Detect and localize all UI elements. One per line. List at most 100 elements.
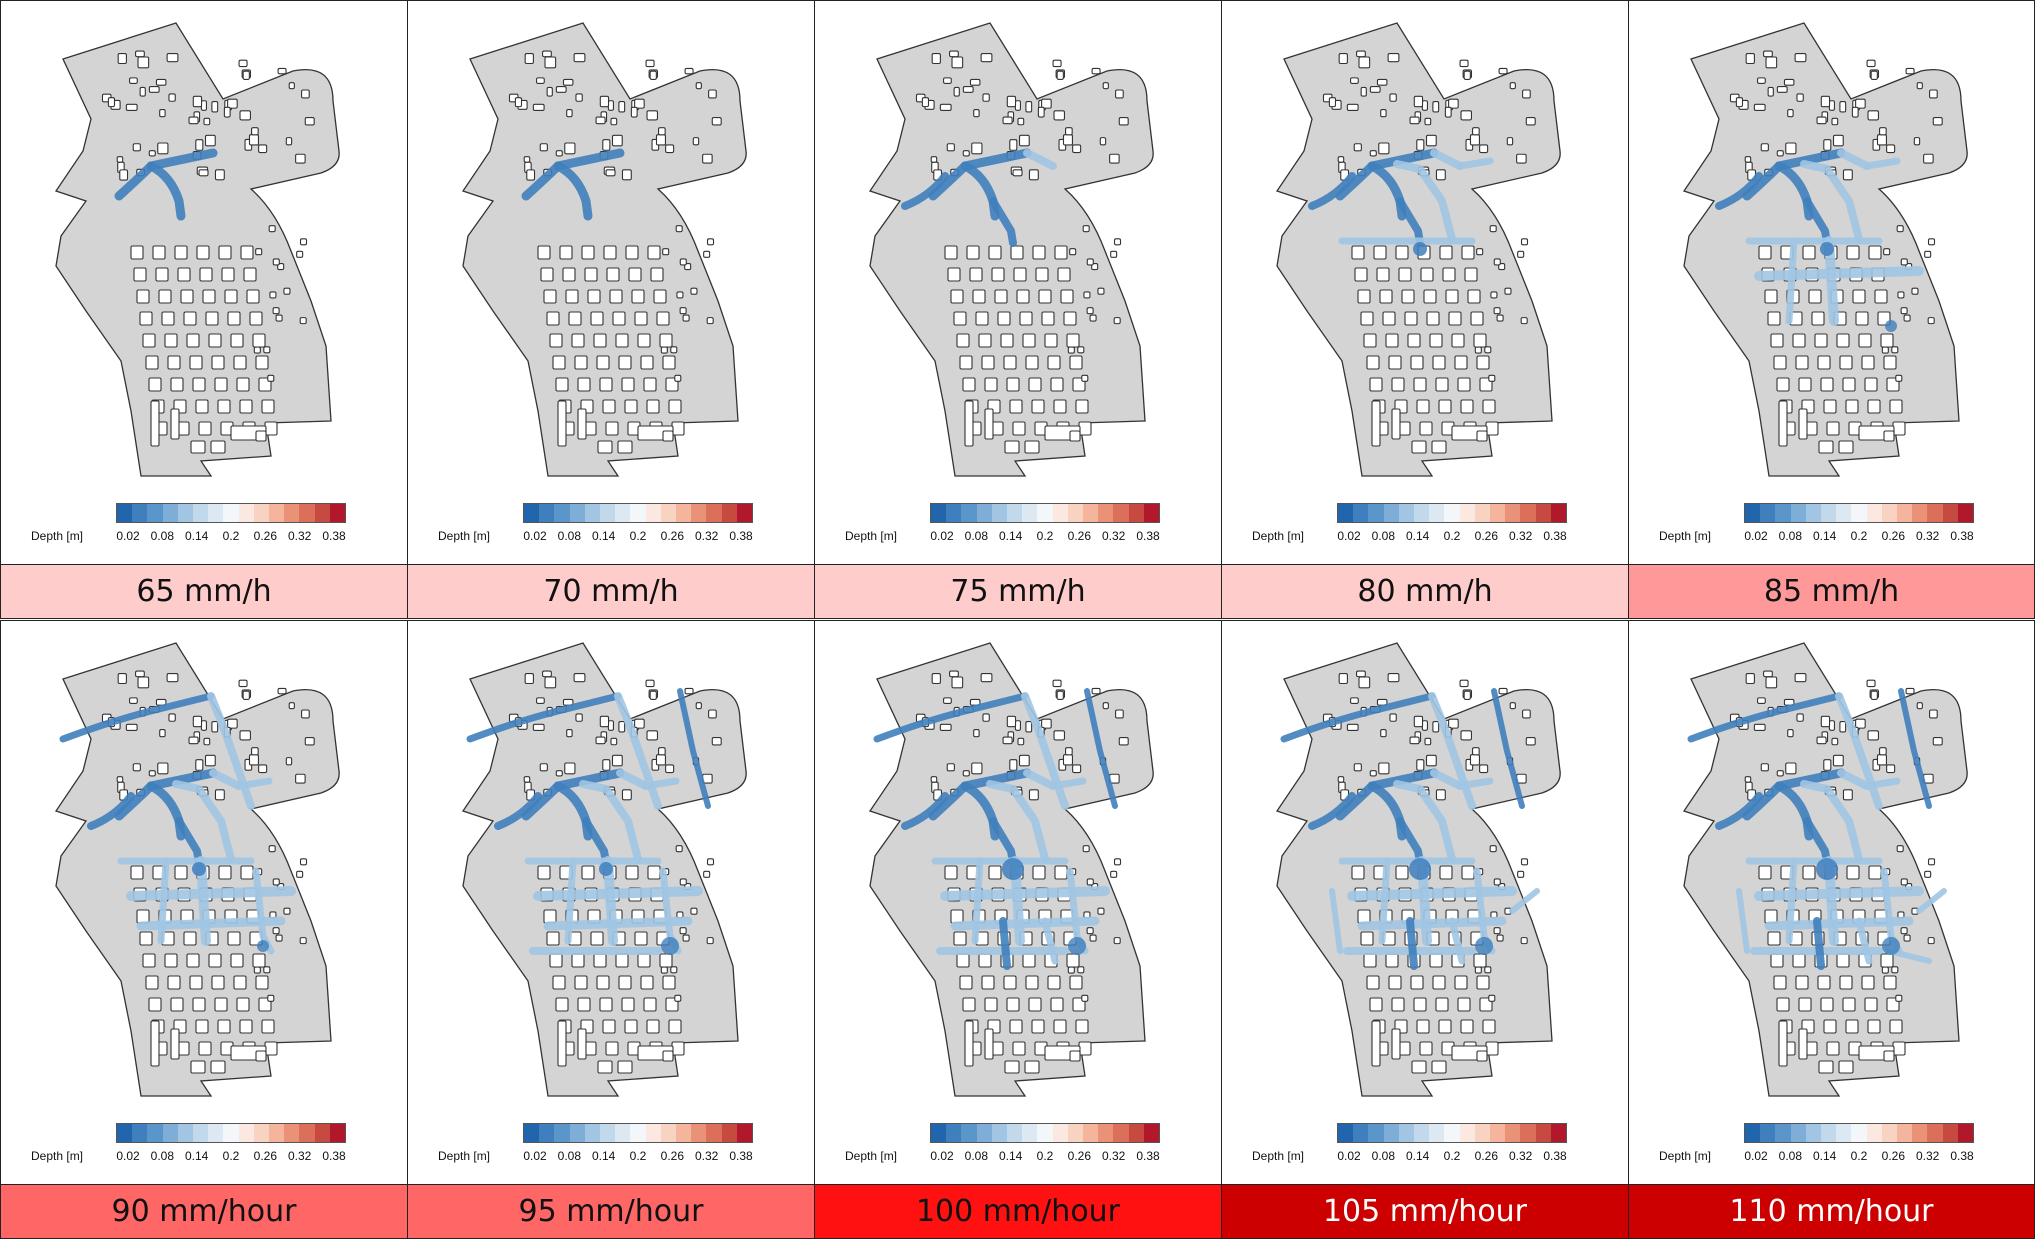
legend-tick-label: 0.26	[1067, 529, 1092, 543]
legend-swatch	[1083, 504, 1099, 522]
legend-swatch	[1805, 1124, 1822, 1142]
legend-swatch	[539, 1124, 555, 1142]
legend-swatch	[976, 504, 992, 522]
legend-swatch	[1745, 1124, 1761, 1142]
legend-swatch	[600, 504, 616, 522]
legend-swatch	[1942, 1124, 1958, 1142]
legend-swatch	[1912, 504, 1928, 522]
legend-tick-label: 0.38	[729, 529, 753, 543]
legend-swatch	[284, 1124, 300, 1142]
depth-legend: Depth [m] 0.02 0.08 0.14 0.2 0.26 0.32 0.38	[1222, 501, 1628, 551]
legend-ticks: 0.02 0.08 0.14 0.2 0.26 0.32 0.38	[1337, 1149, 1567, 1165]
legend-swatch	[1851, 1124, 1867, 1142]
legend-color-bar	[1744, 1123, 1974, 1143]
legend-swatch	[223, 1124, 239, 1142]
flood-map-panel: Depth [m] 0.02 0.08 0.14 0.2 0.26 0.32 0.38	[407, 0, 815, 565]
legend-swatch	[660, 1124, 677, 1142]
legend-swatch	[630, 504, 646, 522]
legend-swatch	[1368, 504, 1384, 522]
legend-swatch	[691, 504, 707, 522]
district-flood-map	[1682, 22, 1968, 477]
legend-swatch	[1520, 1124, 1536, 1142]
flood-depth-overlay	[873, 688, 1118, 970]
legend-swatch	[976, 1124, 992, 1142]
legend-tick-label: 0.14	[591, 1149, 616, 1163]
legend-tick-label: 0.02	[1337, 529, 1361, 543]
legend-tick-label: 0.32	[1508, 1149, 1533, 1163]
rainfall-intensity-label: 110 mm/hour	[1628, 1184, 2035, 1239]
legend-swatch	[1775, 504, 1791, 522]
legend-tick-label: 0.32	[287, 529, 312, 543]
legend-swatch	[1942, 504, 1958, 522]
legend-swatch	[554, 1124, 570, 1142]
legend-swatch	[1022, 504, 1038, 522]
legend-title: Depth [m]	[438, 529, 491, 543]
legend-tick-label: 0.2	[1036, 529, 1054, 543]
legend-tick-label: 0.02	[1744, 529, 1768, 543]
depth-legend: Depth [m] 0.02 0.08 0.14 0.2 0.26 0.32 0.38	[408, 501, 814, 551]
legend-swatch	[1760, 504, 1776, 522]
legend-swatch	[600, 1124, 616, 1142]
legend-swatch	[1836, 504, 1852, 522]
legend-swatch	[1444, 504, 1460, 522]
legend-swatch	[660, 504, 677, 522]
flood-map-panel: Depth [m] 0.02 0.08 0.14 0.2 0.26 0.32 0.38	[0, 0, 408, 565]
legend-swatch	[1535, 504, 1551, 522]
building-footprints	[101, 50, 315, 454]
legend-tick-label: 0.38	[1543, 529, 1567, 543]
legend-tick-label: 0.08	[150, 529, 175, 543]
legend-swatch	[1459, 1124, 1475, 1142]
legend-tick-label: 0.08	[1371, 529, 1396, 543]
legend-tick-label: 0.08	[557, 529, 582, 543]
legend-tick-label: 0.32	[694, 529, 719, 543]
legend-swatch	[524, 504, 540, 522]
legend-swatch	[991, 504, 1008, 522]
legend-tick-label: 0.2	[1850, 529, 1868, 543]
legend-swatch	[630, 1124, 646, 1142]
legend-swatch	[569, 1124, 585, 1142]
district-flood-map	[1275, 22, 1561, 477]
legend-swatch	[1353, 1124, 1369, 1142]
legend-tick-label: 0.14	[1812, 1149, 1837, 1163]
legend-tick-label: 0.26	[253, 1149, 278, 1163]
legend-color-bar	[523, 1123, 753, 1143]
legend-swatch	[1143, 504, 1160, 522]
flood-map-panel: Depth [m] 0.02 0.08 0.14 0.2 0.26 0.32 0.38	[814, 620, 1222, 1185]
legend-swatch	[1760, 1124, 1776, 1142]
legend-tick-label: 0.38	[322, 1149, 346, 1163]
legend-swatch	[329, 504, 346, 522]
flood-depth-overlay	[1308, 148, 1494, 256]
legend-swatch	[314, 504, 330, 522]
legend-title: Depth [m]	[1659, 529, 1712, 543]
legend-swatch	[329, 1124, 346, 1142]
legend-tick-label: 0.2	[1036, 1149, 1054, 1163]
legend-swatch	[1414, 1124, 1430, 1142]
legend-swatch	[736, 504, 753, 522]
district-flood-map	[1275, 642, 1561, 1097]
legend-tick-label: 0.38	[1136, 1149, 1160, 1163]
district-flood-map	[461, 22, 747, 477]
legend-tick-label: 0.26	[1067, 1149, 1092, 1163]
legend-swatch	[1912, 1124, 1928, 1142]
legend-swatch	[1007, 1124, 1023, 1142]
legend-swatch	[1338, 1124, 1354, 1142]
legend-title: Depth [m]	[845, 529, 898, 543]
legend-ticks: 0.02 0.08 0.14 0.2 0.26 0.32 0.38	[1337, 529, 1567, 545]
legend-swatch	[1444, 1124, 1460, 1142]
legend-swatch	[1022, 1124, 1038, 1142]
legend-swatch	[223, 504, 239, 522]
depth-legend: Depth [m] 0.02 0.08 0.14 0.2 0.26 0.32 0.38	[1, 1121, 407, 1171]
legend-swatch	[1851, 504, 1867, 522]
legend-swatch	[1881, 504, 1898, 522]
legend-swatch	[208, 504, 224, 522]
legend-color-bar	[116, 1123, 346, 1143]
district-flood-map	[868, 22, 1154, 477]
legend-swatch	[1083, 1124, 1099, 1142]
legend-swatch	[1353, 504, 1369, 522]
legend-swatch	[1790, 1124, 1806, 1142]
legend-tick-label: 0.38	[1950, 529, 1974, 543]
depth-legend: Depth [m] 0.02 0.08 0.14 0.2 0.26 0.32 0.38	[408, 1121, 814, 1171]
legend-tick-label: 0.02	[1337, 1149, 1361, 1163]
district-flood-map	[461, 642, 747, 1097]
